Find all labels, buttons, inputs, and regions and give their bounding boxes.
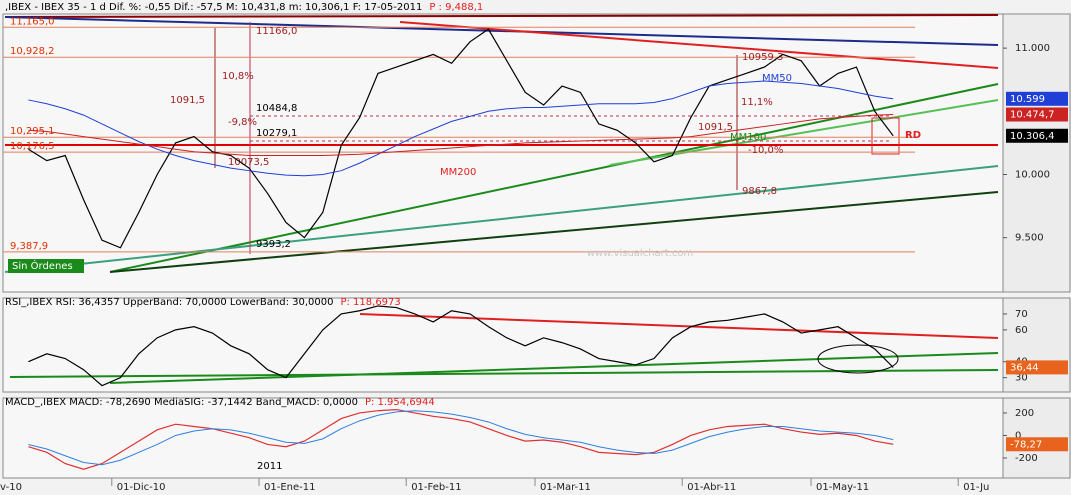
x-tick-label: v-10 (0, 482, 22, 493)
panel-header-p: P : 9,488,1 (429, 2, 483, 13)
price-marker-label: 10.306,4 (1010, 131, 1055, 142)
annotation: -9,8% (228, 117, 257, 128)
series-line (28, 28, 894, 249)
trend-line (359, 313, 999, 339)
panel-header-p: P: 118,6973 (340, 297, 400, 308)
price-marker-label: 36,44 (1010, 362, 1039, 373)
trend-line (9, 369, 999, 378)
series-line (28, 408, 894, 470)
series-line (28, 80, 894, 177)
annotation: RD (905, 130, 921, 141)
y-tick-label: 9.500 (1015, 233, 1044, 244)
plot-area (2, 13, 1004, 293)
panel-header-p: P: 1.954,6944 (365, 397, 435, 408)
watermark: www.visualchart.com (587, 248, 693, 259)
panel-header: MACD_,IBEX MACD: -78,2690 MediaSIG: -37,… (5, 397, 358, 408)
x-tick-label: 01-Feb-11 (411, 482, 461, 493)
level-label: 10,928,2 (10, 46, 55, 57)
annotation: MM200 (440, 167, 476, 178)
trend-line (4, 165, 999, 273)
x-tick-label: 01-Ene-11 (264, 482, 315, 493)
price-marker (1006, 437, 1068, 452)
annotation: 10484,8 (256, 103, 297, 114)
level-label: 9,387,9 (10, 241, 48, 252)
price-marker (1006, 128, 1068, 143)
series-line (28, 305, 894, 387)
y-tick-label: 10.000 (1015, 169, 1050, 180)
price-marker-label: 10.599 (1010, 94, 1045, 105)
x-tick-label: 01-Ju (963, 482, 989, 493)
annotation: 10279,1 (256, 128, 297, 139)
annotation: -10,0% (748, 145, 783, 156)
status-box (8, 259, 84, 273)
annotation: 11166,0 (256, 26, 297, 37)
annotation: 9393,2 (256, 239, 291, 250)
y-tick-label: 30 (1015, 373, 1028, 384)
price-marker (1006, 91, 1068, 106)
series-line (28, 113, 894, 157)
trend-line (109, 83, 999, 273)
axis-area (1002, 297, 1071, 393)
annotation: 9867,8 (742, 186, 777, 197)
trend-line (609, 99, 999, 166)
y-tick-label: 60 (1015, 325, 1028, 336)
annotation: Sin Órdenes (12, 259, 73, 272)
annotation: 1091,5 (698, 122, 733, 133)
x-tick-label: 01-Abr-11 (687, 482, 736, 493)
y-tick-label: 11.000 (1015, 43, 1050, 54)
level-label: 10,295,1 (10, 126, 55, 137)
highlight (817, 344, 899, 374)
level-label: 10,176,5 (10, 141, 55, 152)
price-marker (1006, 360, 1068, 375)
panel-header: RSI_,IBEX RSI: 36,4357 UpperBand: 70,000… (5, 297, 333, 308)
y-tick-label: 200 (1015, 408, 1034, 419)
y-tick-label: 0 (1015, 430, 1021, 441)
annotation: 1091,5 (170, 95, 205, 106)
x-tick-label: 01-Dic-10 (117, 482, 166, 493)
series-line (28, 410, 894, 466)
y-tick-label: -200 (1015, 453, 1038, 464)
x-tick-label: 01-May-11 (816, 482, 869, 493)
y-tick-label: 70 (1015, 309, 1028, 320)
price-marker-label: 10.474,7 (1010, 109, 1055, 120)
panel-header: ,IBEX - IBEX 35 - 1 d Dif. %: -0,55 Dif.… (5, 2, 422, 13)
annotation: 2011 (257, 461, 282, 472)
price-marker (1006, 107, 1068, 122)
trend-line (4, 16, 999, 46)
trend-line (109, 352, 999, 384)
plot-area (2, 397, 1004, 479)
trend-line (4, 14, 999, 18)
level-label: 11,165,0 (10, 16, 55, 27)
annotation: 10959,3 (742, 52, 783, 63)
rd-box (871, 117, 900, 155)
annotation: MM100 (730, 132, 766, 143)
x-tick-label: 01-Mar-11 (540, 482, 591, 493)
trend-line (399, 21, 999, 69)
annotation: 10,8% (222, 71, 254, 82)
price-marker-label: -78,27 (1010, 439, 1042, 450)
axis-area (1002, 13, 1071, 293)
annotation: 11,1% (741, 97, 773, 108)
trend-line (109, 191, 999, 273)
annotation: 10073,5 (228, 157, 269, 168)
annotation: MM50 (762, 73, 792, 84)
